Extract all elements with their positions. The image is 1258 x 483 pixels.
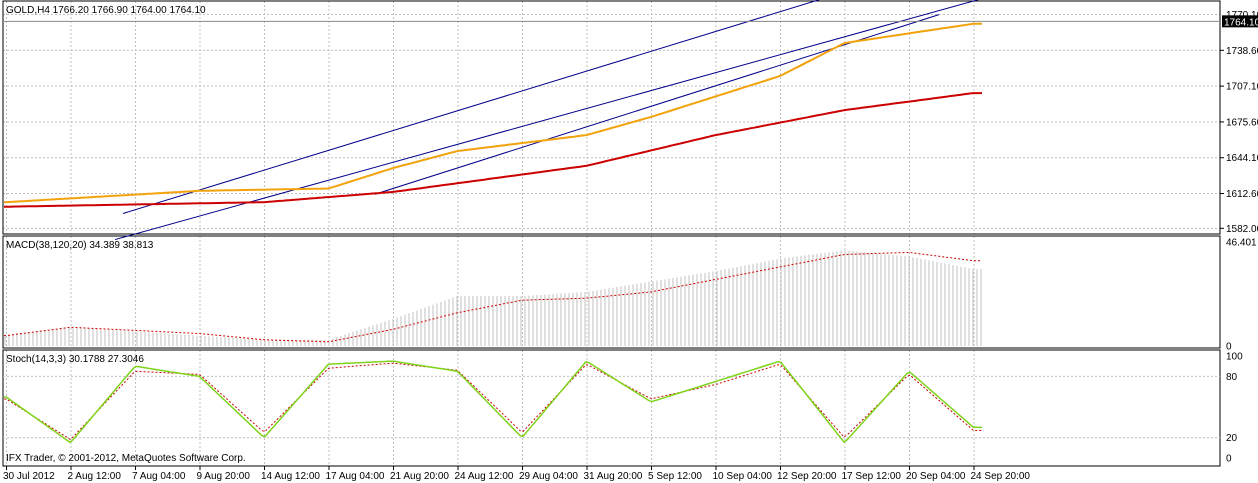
time-axis: 30 Jul 2012 2 Aug 12:00 7 Aug 04:00 9 Aug 2…: [3, 466, 1030, 482]
macd-panel-title: MACD(38,120,20) 34.389 38.813: [6, 240, 154, 251]
x-tick-label: 2 Aug 12:00: [68, 471, 122, 482]
x-tick-label: 29 Aug 04:00: [519, 471, 578, 482]
x-tick-label: 20 Sep 04:00: [906, 471, 966, 482]
price-tick-label: 1612.60: [1226, 189, 1258, 200]
stoch-main-path: [3, 360, 982, 444]
x-tick-label: 24 Sep 20:00: [971, 471, 1031, 482]
x-tick-label: 17 Sep 12:00: [842, 471, 902, 482]
macd-signal-line: [3, 252, 982, 343]
price-y-axis: 1582.00 1612.60 1644.10 1675.60 1707.10 1738.…: [1220, 10, 1258, 235]
current-price-box: [1222, 15, 1258, 28]
moving-averages: [3, 22, 982, 208]
x-tick-label: 12 Sep 20:00: [777, 471, 837, 482]
x-tick-label: 21 Aug 20:00: [390, 471, 449, 482]
price-tick-label: 1738.60: [1226, 46, 1258, 57]
ma-slow-line: [4, 92, 982, 208]
price-panel[interactable]: GOLD,H4 1766.20 1766.90 1764.00 1764.10 …: [3, 0, 1258, 241]
regression-channel[interactable]: [114, 0, 1069, 241]
stoch-tick-label: 20: [1226, 433, 1238, 444]
stoch-tick-label: 100: [1226, 352, 1243, 363]
channel-lower-line: [114, 0, 979, 241]
macd-y-axis: 0 46.401: [1226, 238, 1257, 353]
copyright-text: IFX Trader, © 2001-2012, MetaQuotes Soft…: [6, 453, 246, 464]
price-tick-label: 1707.10: [1226, 82, 1258, 93]
x-tick-label: 30 Jul 2012: [3, 471, 55, 482]
stochastic-panel[interactable]: Stoch(14,3,3) 30.1788 27.3046 0 20 80 100 I…: [3, 352, 1243, 465]
macd-panel[interactable]: MACD(38,120,20) 34.389 38.813 0 46.401: [3, 238, 1257, 353]
x-tick-label: 14 Aug 12:00: [261, 471, 320, 482]
channel-mid-line: [374, 14, 940, 195]
macd-tick-label: 0: [1226, 342, 1232, 353]
channel-upper-line: [122, 0, 820, 214]
stochastic-lines: [3, 360, 982, 444]
macd-signal-path: [3, 252, 982, 343]
x-tick-label: 24 Aug 12:00: [455, 471, 514, 482]
price-tick-label: 1675.60: [1226, 117, 1258, 128]
macd-histogram: [4, 250, 982, 346]
price-tick-label: 1644.10: [1226, 153, 1258, 164]
x-tick-label: 9 Aug 20:00: [197, 471, 251, 482]
x-tick-label: 10 Sep 04:00: [713, 471, 773, 482]
stochastic-y-axis: 0 20 80 100: [1226, 352, 1243, 465]
panel-border-0: [2, 0, 1221, 235]
price-panel-title: GOLD,H4 1766.20 1766.90 1764.00 1764.10: [6, 5, 206, 16]
stoch-tick-label: 0: [1226, 454, 1232, 465]
stoch-tick-label: 80: [1226, 372, 1238, 383]
x-tick-label: 17 Aug 04:00: [326, 471, 385, 482]
x-tick-label: 7 Aug 04:00: [132, 471, 186, 482]
grid-lines: [3, 1, 1220, 466]
stochastic-levels: [3, 375, 1220, 439]
stoch-signal-path: [3, 362, 982, 440]
current-price-label: 1764.10: [3, 15, 1258, 28]
x-tick-label: 5 Sep 12:00: [648, 471, 702, 482]
x-tick-label: 31 Aug 20:00: [584, 471, 643, 482]
stochastic-panel-title: Stoch(14,3,3) 30.1788 27.3046: [6, 354, 144, 365]
current-price-text: 1764.10: [1224, 17, 1258, 28]
macd-tick-label: 46.401: [1226, 238, 1257, 249]
price-tick-label: 1582.00: [1226, 224, 1258, 235]
ma-fast-line: [3, 22, 982, 204]
panel-border-1: [2, 235, 1221, 349]
panel-frames: [2, 0, 1221, 467]
panel-border-2: [2, 349, 1221, 467]
